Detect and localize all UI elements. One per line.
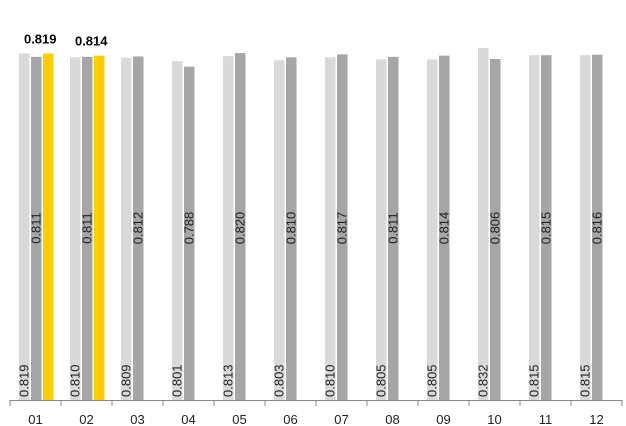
bar-series-1-01 — [19, 53, 30, 400]
data-label-series-1-05: 0.813 — [220, 364, 235, 397]
bar-series-2-09 — [439, 55, 450, 401]
bar-series-1-12 — [580, 55, 591, 400]
bar-series-2-06 — [286, 57, 297, 401]
bar-series-1-08 — [376, 59, 387, 401]
data-label-series-2-09: 0.814 — [436, 212, 451, 245]
data-label-series-1-04: 0.801 — [169, 364, 184, 397]
x-tick-label-05: 05 — [232, 412, 246, 426]
x-tick-label-07: 07 — [334, 412, 348, 426]
x-tick-label-10: 10 — [487, 412, 501, 426]
data-label-series-2-12: 0.816 — [589, 212, 604, 245]
x-tick-label-03: 03 — [130, 412, 144, 426]
data-label-series-2-02: 0.811 — [79, 212, 94, 244]
bars-layer — [19, 48, 603, 401]
bar-series-2-11 — [541, 55, 552, 400]
bar-series-2-04 — [184, 66, 195, 401]
x-tick-label-02: 02 — [79, 412, 93, 426]
bar-series-1-05 — [223, 56, 234, 400]
bar-series-3-02 — [94, 55, 105, 401]
data-label-series-1-01: 0.819 — [16, 364, 31, 397]
bar-series-1-04 — [172, 61, 183, 401]
data-label-series-2-04: 0.788 — [181, 212, 196, 245]
data-label-series-1-08: 0.805 — [373, 364, 388, 397]
data-label-series-1-12: 0.815 — [577, 364, 592, 397]
x-tick-label-11: 11 — [539, 412, 553, 426]
bar-series-2-02 — [82, 56, 93, 400]
data-label-top-01: 0.819 — [24, 32, 57, 47]
x-tick-label-08: 08 — [385, 412, 399, 426]
data-label-series-2-08: 0.811 — [385, 212, 400, 244]
bar-series-2-08 — [388, 56, 399, 400]
data-label-series-2-05: 0.820 — [232, 212, 247, 245]
data-label-series-2-03: 0.812 — [130, 212, 145, 245]
bar-series-1-07 — [325, 57, 336, 401]
data-label-series-2-10: 0.806 — [487, 212, 502, 245]
data-label-series-2-06: 0.810 — [283, 212, 298, 245]
bar-series-2-10 — [490, 59, 501, 400]
data-label-top-02: 0.814 — [75, 34, 108, 49]
bar-series-1-03 — [121, 57, 132, 400]
bar-series-1-02 — [70, 57, 81, 401]
x-tick-label-01: 01 — [28, 412, 42, 426]
bar-series-2-12 — [592, 54, 603, 401]
data-label-series-1-06: 0.803 — [271, 364, 286, 397]
data-label-series-2-07: 0.817 — [334, 212, 349, 245]
bar-series-1-06 — [274, 60, 285, 401]
x-tick-label-09: 09 — [436, 412, 450, 426]
bar-series-1-10 — [478, 48, 489, 400]
bar-series-2-05 — [235, 53, 246, 400]
x-tick-label-12: 12 — [589, 412, 603, 426]
data-label-series-1-10: 0.832 — [475, 364, 490, 397]
data-label-series-1-11: 0.815 — [526, 364, 541, 397]
labels-layer: 0.819 0.810 0.809 0.801 0.813 0.803 0.810 0.805… — [16, 32, 604, 398]
data-label-series-1-09: 0.805 — [424, 364, 439, 397]
bar-series-2-07 — [337, 54, 348, 400]
bar-series-2-03 — [133, 56, 144, 401]
bar-series-1-09 — [427, 59, 438, 401]
x-tick-label-06: 06 — [283, 412, 297, 426]
data-label-series-1-07: 0.810 — [322, 364, 337, 397]
x-tick-label-04: 04 — [181, 412, 195, 426]
data-label-series-2-11: 0.815 — [538, 212, 553, 245]
bar-series-2-01 — [31, 56, 42, 400]
data-label-series-1-02: 0.810 — [67, 364, 82, 397]
bar-series-3-01 — [43, 53, 54, 400]
bar-series-1-11 — [529, 55, 540, 400]
data-label-series-1-03: 0.809 — [118, 364, 133, 397]
data-label-series-2-01: 0.811 — [28, 212, 43, 244]
x-axis: 01 02 03 04 05 06 07 08 09 10 11 12 — [9, 400, 623, 426]
